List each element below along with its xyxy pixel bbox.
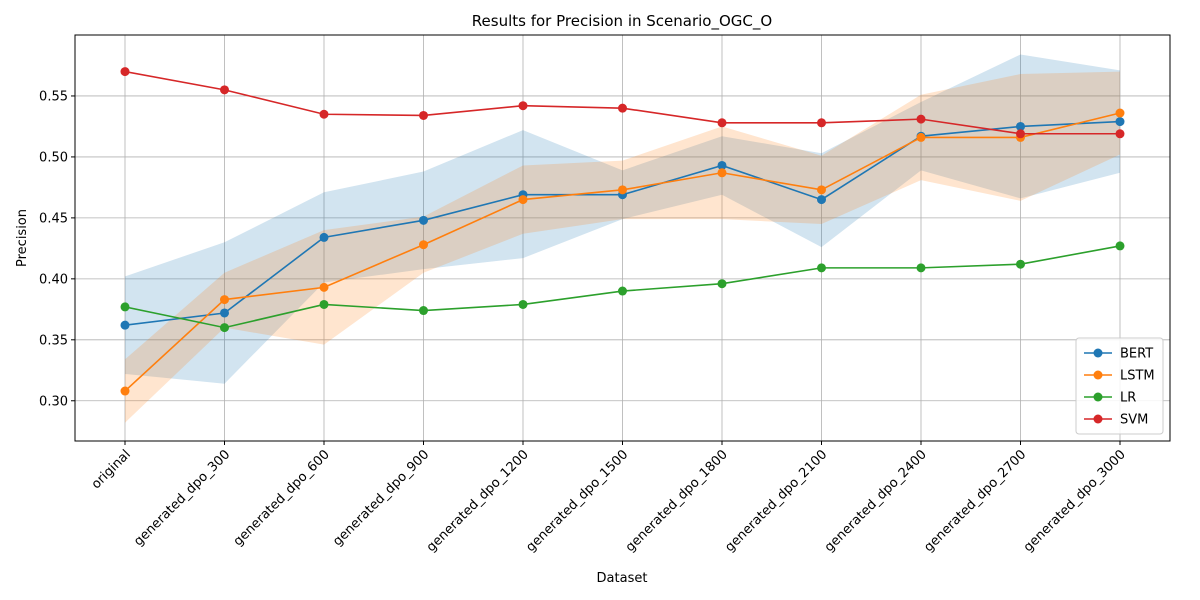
legend-label-bert: BERT — [1120, 347, 1153, 362]
legend-label-lr: LR — [1120, 391, 1136, 406]
y-tick-label: 0.45 — [39, 211, 68, 226]
y-axis-label: Precision — [15, 209, 30, 267]
data-point-lr — [1115, 241, 1125, 251]
legend-label-lstm: LSTM — [1120, 369, 1155, 384]
data-point-lstm — [717, 168, 727, 178]
legend-label-svm: SVM — [1120, 413, 1148, 428]
data-point-lr — [817, 263, 826, 273]
data-point-svm — [717, 118, 727, 128]
chart-title: Results for Precision in Scenario_OGC_O — [472, 12, 772, 31]
y-tick-label: 0.40 — [39, 272, 68, 287]
data-point-svm — [120, 67, 130, 77]
legend-box — [1075, 337, 1164, 435]
data-point-lr — [518, 299, 528, 309]
data-point-lr — [916, 263, 926, 273]
data-point-lr — [220, 323, 229, 333]
data-point-lstm — [817, 185, 826, 195]
data-point-svm — [1115, 129, 1125, 139]
band-bert — [125, 54, 1120, 384]
data-point-svm — [618, 103, 627, 113]
data-point-svm — [817, 118, 826, 128]
data-point-lr — [419, 306, 428, 316]
data-point-lstm — [916, 132, 926, 142]
data-point-lstm — [618, 185, 627, 195]
y-tick-label: 0.55 — [39, 89, 68, 104]
legend: BERT LSTM LR SVM — [1075, 337, 1164, 435]
data-point-lstm — [120, 386, 130, 396]
legend-swatch-marker — [1093, 392, 1103, 402]
legend-swatch-marker — [1093, 348, 1103, 358]
data-point-lstm — [220, 295, 229, 305]
data-point-bert — [717, 160, 727, 170]
data-point-bert — [419, 215, 428, 225]
data-point-lstm — [518, 195, 528, 205]
data-point-svm — [518, 101, 528, 111]
data-point-lstm — [419, 240, 428, 250]
data-point-svm — [1016, 129, 1025, 139]
data-point-bert — [120, 320, 130, 330]
legend-swatch-marker — [1093, 414, 1103, 424]
y-tick-label: 0.50 — [39, 150, 68, 165]
data-point-bert — [817, 195, 826, 205]
band-lstm — [125, 71, 1120, 423]
data-point-lstm — [319, 282, 329, 292]
data-point-svm — [916, 114, 926, 124]
x-axis-label: Dataset — [597, 571, 648, 586]
y-tick-label: 0.30 — [39, 394, 68, 409]
legend-swatch-marker — [1093, 370, 1103, 380]
error-bands — [125, 54, 1120, 423]
data-point-bert — [1115, 117, 1125, 127]
data-point-lr — [717, 279, 727, 289]
data-point-svm — [220, 85, 229, 95]
data-point-svm — [419, 110, 428, 120]
data-point-bert — [1016, 121, 1025, 131]
data-point-bert — [319, 232, 329, 242]
series-lines — [120, 67, 1125, 396]
data-point-lr — [1016, 259, 1025, 269]
data-point-lr — [120, 302, 130, 312]
data-point-lr — [618, 286, 627, 296]
data-point-lr — [319, 299, 329, 309]
data-point-svm — [319, 109, 329, 119]
data-point-bert — [220, 308, 229, 318]
data-point-lstm — [1115, 108, 1125, 118]
y-tick-label: 0.35 — [39, 333, 68, 348]
